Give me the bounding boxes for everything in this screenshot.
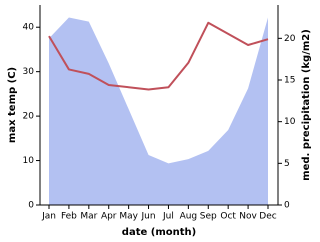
y-tick-label: 30 bbox=[23, 67, 35, 77]
y-tick-label: 0 bbox=[28, 201, 34, 211]
x-tick-label: May bbox=[119, 212, 138, 222]
precipitation-area bbox=[49, 17, 268, 205]
x-tick-label: Jan bbox=[41, 212, 56, 222]
y2-tick-label: 5 bbox=[284, 159, 290, 169]
temp-line bbox=[48, 21, 269, 91]
y-tick-label: 40 bbox=[23, 23, 35, 33]
y2-tick-label: 20 bbox=[284, 34, 296, 44]
x-tick-label: Oct bbox=[220, 212, 236, 222]
x-tick-label: Jul bbox=[162, 212, 174, 222]
x-tick-label: Aug bbox=[180, 212, 198, 222]
x-tick-label: Sep bbox=[200, 212, 217, 222]
y-axis-title: max temp (C) bbox=[7, 67, 18, 143]
x-tick-label: Mar bbox=[80, 212, 97, 222]
y2-tick-label: 10 bbox=[284, 117, 296, 127]
x-tick-label: Nov bbox=[239, 212, 257, 222]
x-tick-label: Jun bbox=[141, 212, 156, 222]
x-tick-label: Dec bbox=[259, 212, 276, 222]
y-tick-label: 10 bbox=[23, 156, 35, 166]
x-tick-label: Apr bbox=[101, 212, 117, 222]
x-tick-label: Feb bbox=[61, 212, 77, 222]
y-tick-label: 20 bbox=[23, 112, 35, 122]
x-axis-title: date (month) bbox=[122, 227, 196, 238]
y2-tick-label: 0 bbox=[284, 201, 290, 211]
y2-tick-label: 15 bbox=[284, 76, 295, 86]
y2-axis-title: med. precipitation (kg/m2) bbox=[301, 29, 312, 181]
